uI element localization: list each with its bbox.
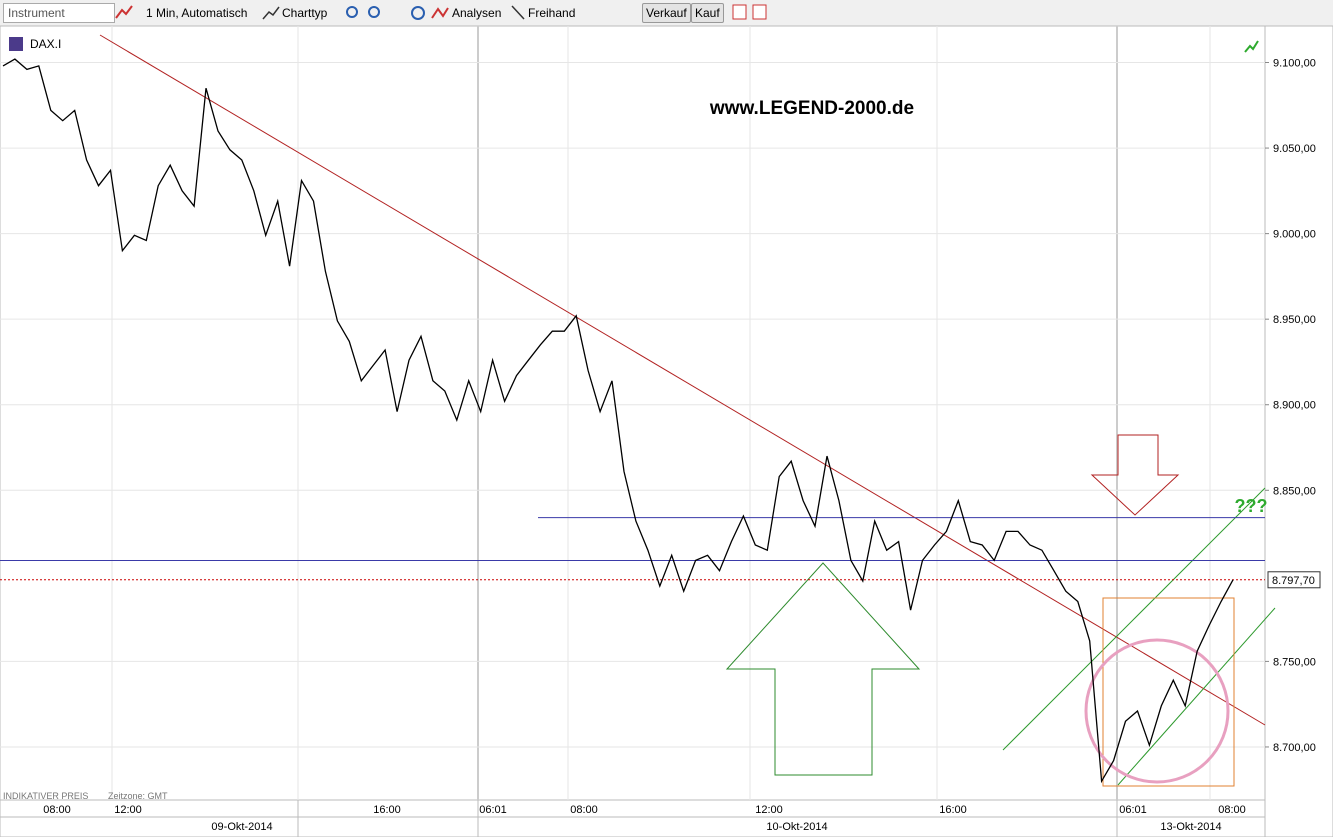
- charttype-menu[interactable]: Charttyp: [282, 6, 328, 20]
- x-tick-label: 06:01: [479, 804, 507, 816]
- instrument-input[interactable]: Instrument: [3, 3, 115, 23]
- x-tick-label: 12:00: [755, 804, 783, 816]
- y-tick-label: 8.750,00: [1273, 656, 1316, 668]
- y-tick-label: 8.850,00: [1273, 485, 1316, 497]
- symbol-icon: [9, 37, 23, 51]
- x-tick-label: 06:01: [1119, 804, 1147, 816]
- analysis-menu[interactable]: Analysen: [452, 6, 502, 20]
- y-tick-label: 9.100,00: [1273, 58, 1316, 70]
- date-label: 09-Okt-2014: [211, 821, 272, 833]
- x-tick-label: 16:00: [373, 804, 401, 816]
- y-tick-label: 9.000,00: [1273, 229, 1316, 241]
- symbol[interactable]: DAX.I: [30, 37, 61, 51]
- interval-menu[interactable]: 1 Min, Automatisch: [146, 6, 248, 20]
- date-label: 10-Okt-2014: [766, 821, 827, 833]
- x-axis-area: [0, 799, 1266, 837]
- x-tick-label: 08:00: [43, 804, 71, 816]
- x-tick-label: 08:00: [570, 804, 598, 816]
- y-tick-label: 8.950,00: [1273, 314, 1316, 326]
- y-tick-label: 8.900,00: [1273, 400, 1316, 412]
- placeholder: Instrument: [8, 6, 65, 20]
- timezone: Zeitzone: GMT: [108, 791, 168, 801]
- last-price-box: [1267, 571, 1321, 589]
- plot-area: [0, 25, 1266, 801]
- price-line: [2, 58, 1234, 784]
- x-tick-label: 08:00: [1218, 804, 1246, 816]
- x-tick-label: 16:00: [939, 804, 967, 816]
- annotation: ???: [1235, 496, 1268, 516]
- toolbar: Instrument 1 Min, Automatisch Charttyp A…: [0, 0, 1333, 27]
- x-tick-label: 12:00: [114, 804, 142, 816]
- footer: INDIKATIVER PREIS: [3, 791, 88, 801]
- date-label: 13-Okt-2014: [1160, 821, 1221, 833]
- y-axis-area: [1264, 25, 1333, 837]
- watermark: www.LEGEND-2000.de: [709, 98, 914, 119]
- y-tick-label: 9.050,00: [1273, 143, 1316, 155]
- freehand-menu[interactable]: Freihand: [528, 6, 576, 20]
- y-tick-label: 8.700,00: [1273, 742, 1316, 754]
- sell-button[interactable]: Verkauf: [642, 3, 691, 23]
- last-price-label: 8.797,70: [1272, 575, 1315, 587]
- buy-button[interactable]: Kauf: [691, 3, 724, 23]
